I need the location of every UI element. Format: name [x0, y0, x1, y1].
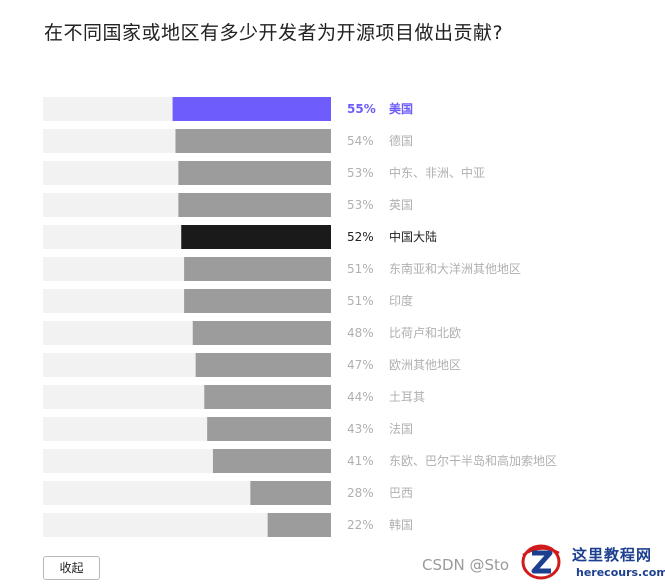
bar-value-label: 53% — [347, 166, 374, 180]
bar — [212, 449, 331, 473]
bar-value-label: 55% — [347, 102, 376, 116]
watermark-text: CSDN @Sto — [422, 556, 510, 574]
bar — [207, 417, 331, 441]
bar-category-label: 英国 — [389, 198, 413, 212]
bar — [267, 513, 331, 537]
bar-category-label: 东欧、巴尔干半岛和高加索地区 — [389, 453, 557, 468]
bar-category-label: 德国 — [389, 133, 413, 148]
bar — [184, 289, 331, 313]
bar-category-label: 欧洲其他地区 — [389, 358, 461, 372]
bar — [178, 161, 331, 185]
bar — [250, 481, 331, 505]
bar-category-label: 法国 — [389, 422, 413, 436]
bar-value-label: 53% — [347, 198, 374, 212]
bar — [195, 353, 331, 377]
bar — [172, 97, 331, 121]
bar-category-label: 中东、非洲、中亚 — [389, 165, 485, 180]
bar-value-label: 47% — [347, 358, 374, 372]
bar-category-label: 比荷卢和北欧 — [389, 325, 461, 340]
bar-category-label: 巴西 — [389, 486, 413, 500]
bar-value-label: 48% — [347, 326, 374, 340]
chart-title: 在不同国家或地区有多少开发者为开源项目做出贡献? — [44, 22, 504, 44]
site-logo-title: 这里教程网 — [572, 546, 653, 564]
collapse-button[interactable]: 收起 — [43, 556, 100, 580]
bar-category-label: 土耳其 — [389, 390, 425, 404]
bar — [192, 321, 331, 345]
bar-value-label: 41% — [347, 454, 374, 468]
site-logo-url: herecours.com — [576, 566, 665, 579]
bar-category-label: 韩国 — [389, 517, 413, 532]
bar-category-label: 中国大陆 — [389, 229, 437, 244]
bar-value-label: 28% — [347, 486, 374, 500]
bar-category-label: 印度 — [389, 293, 413, 308]
bar-value-label: 43% — [347, 422, 374, 436]
bar-value-label: 44% — [347, 390, 374, 404]
site-logo-icon — [521, 544, 561, 580]
bar-category-label: 东南亚和大洋洲其他地区 — [389, 261, 521, 276]
bar — [204, 385, 331, 409]
bar-category-label: 美国 — [389, 101, 413, 116]
bar — [181, 225, 331, 249]
bar-value-label: 22% — [347, 518, 374, 532]
bar — [178, 193, 331, 217]
bar — [184, 257, 331, 281]
bar-value-label: 51% — [347, 294, 374, 308]
bar — [175, 129, 331, 153]
bar-value-label: 51% — [347, 262, 374, 276]
bar-value-label: 52% — [347, 230, 374, 244]
bar-value-label: 54% — [347, 134, 374, 148]
